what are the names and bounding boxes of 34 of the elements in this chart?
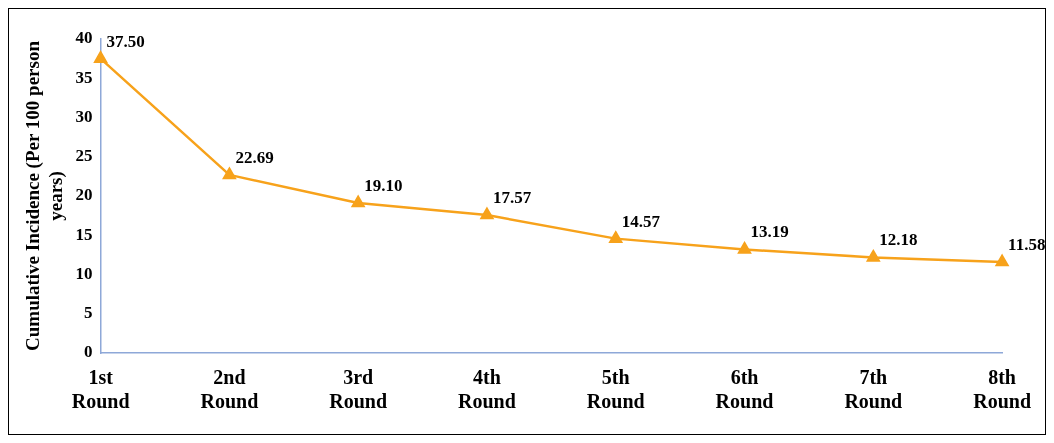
point bbox=[866, 250, 880, 262]
point bbox=[480, 207, 494, 220]
x-tick-label: 8th Round bbox=[973, 366, 1031, 413]
x-tick-label: 3rd Round bbox=[329, 366, 388, 413]
y-tick-label: 40 bbox=[75, 28, 93, 48]
y-axis-title: Cumulative Incidence (Per 100 person years) bbox=[22, 40, 68, 351]
data-label: 19.10 bbox=[364, 175, 403, 195]
x-tick-label: 1st Round bbox=[71, 366, 130, 413]
y-tick-label: 30 bbox=[75, 106, 93, 126]
data-label: 13.19 bbox=[750, 222, 789, 242]
x-tick-label: 2nd Round bbox=[200, 366, 259, 413]
data-label: 11.58 bbox=[1008, 234, 1046, 254]
y-tick-label: 35 bbox=[75, 67, 93, 87]
y-tick-label: 10 bbox=[75, 263, 93, 283]
y-tick-label: 25 bbox=[75, 146, 93, 166]
point bbox=[738, 242, 751, 254]
x-tick-label: 5th Round bbox=[586, 366, 645, 413]
y-tick-label: 15 bbox=[75, 224, 93, 244]
data-label: 37.50 bbox=[106, 31, 145, 51]
point bbox=[351, 195, 365, 208]
x-tick-label: 4th Round bbox=[458, 366, 516, 413]
point bbox=[222, 167, 236, 180]
point bbox=[995, 254, 1009, 267]
y-tick-label: 20 bbox=[75, 185, 93, 205]
point bbox=[609, 231, 623, 243]
data-label: 17.57 bbox=[492, 187, 532, 207]
data-label: 22.69 bbox=[235, 147, 274, 167]
x-tick-label: 7th Round bbox=[844, 366, 903, 413]
y-tick-label: 5 bbox=[84, 303, 93, 323]
data-label: 12.18 bbox=[879, 230, 918, 250]
y-tick-label: 0 bbox=[84, 342, 93, 362]
data-label: 14.57 bbox=[621, 211, 661, 231]
point bbox=[94, 51, 108, 63]
x-tick-label: 6th Round bbox=[715, 366, 774, 413]
